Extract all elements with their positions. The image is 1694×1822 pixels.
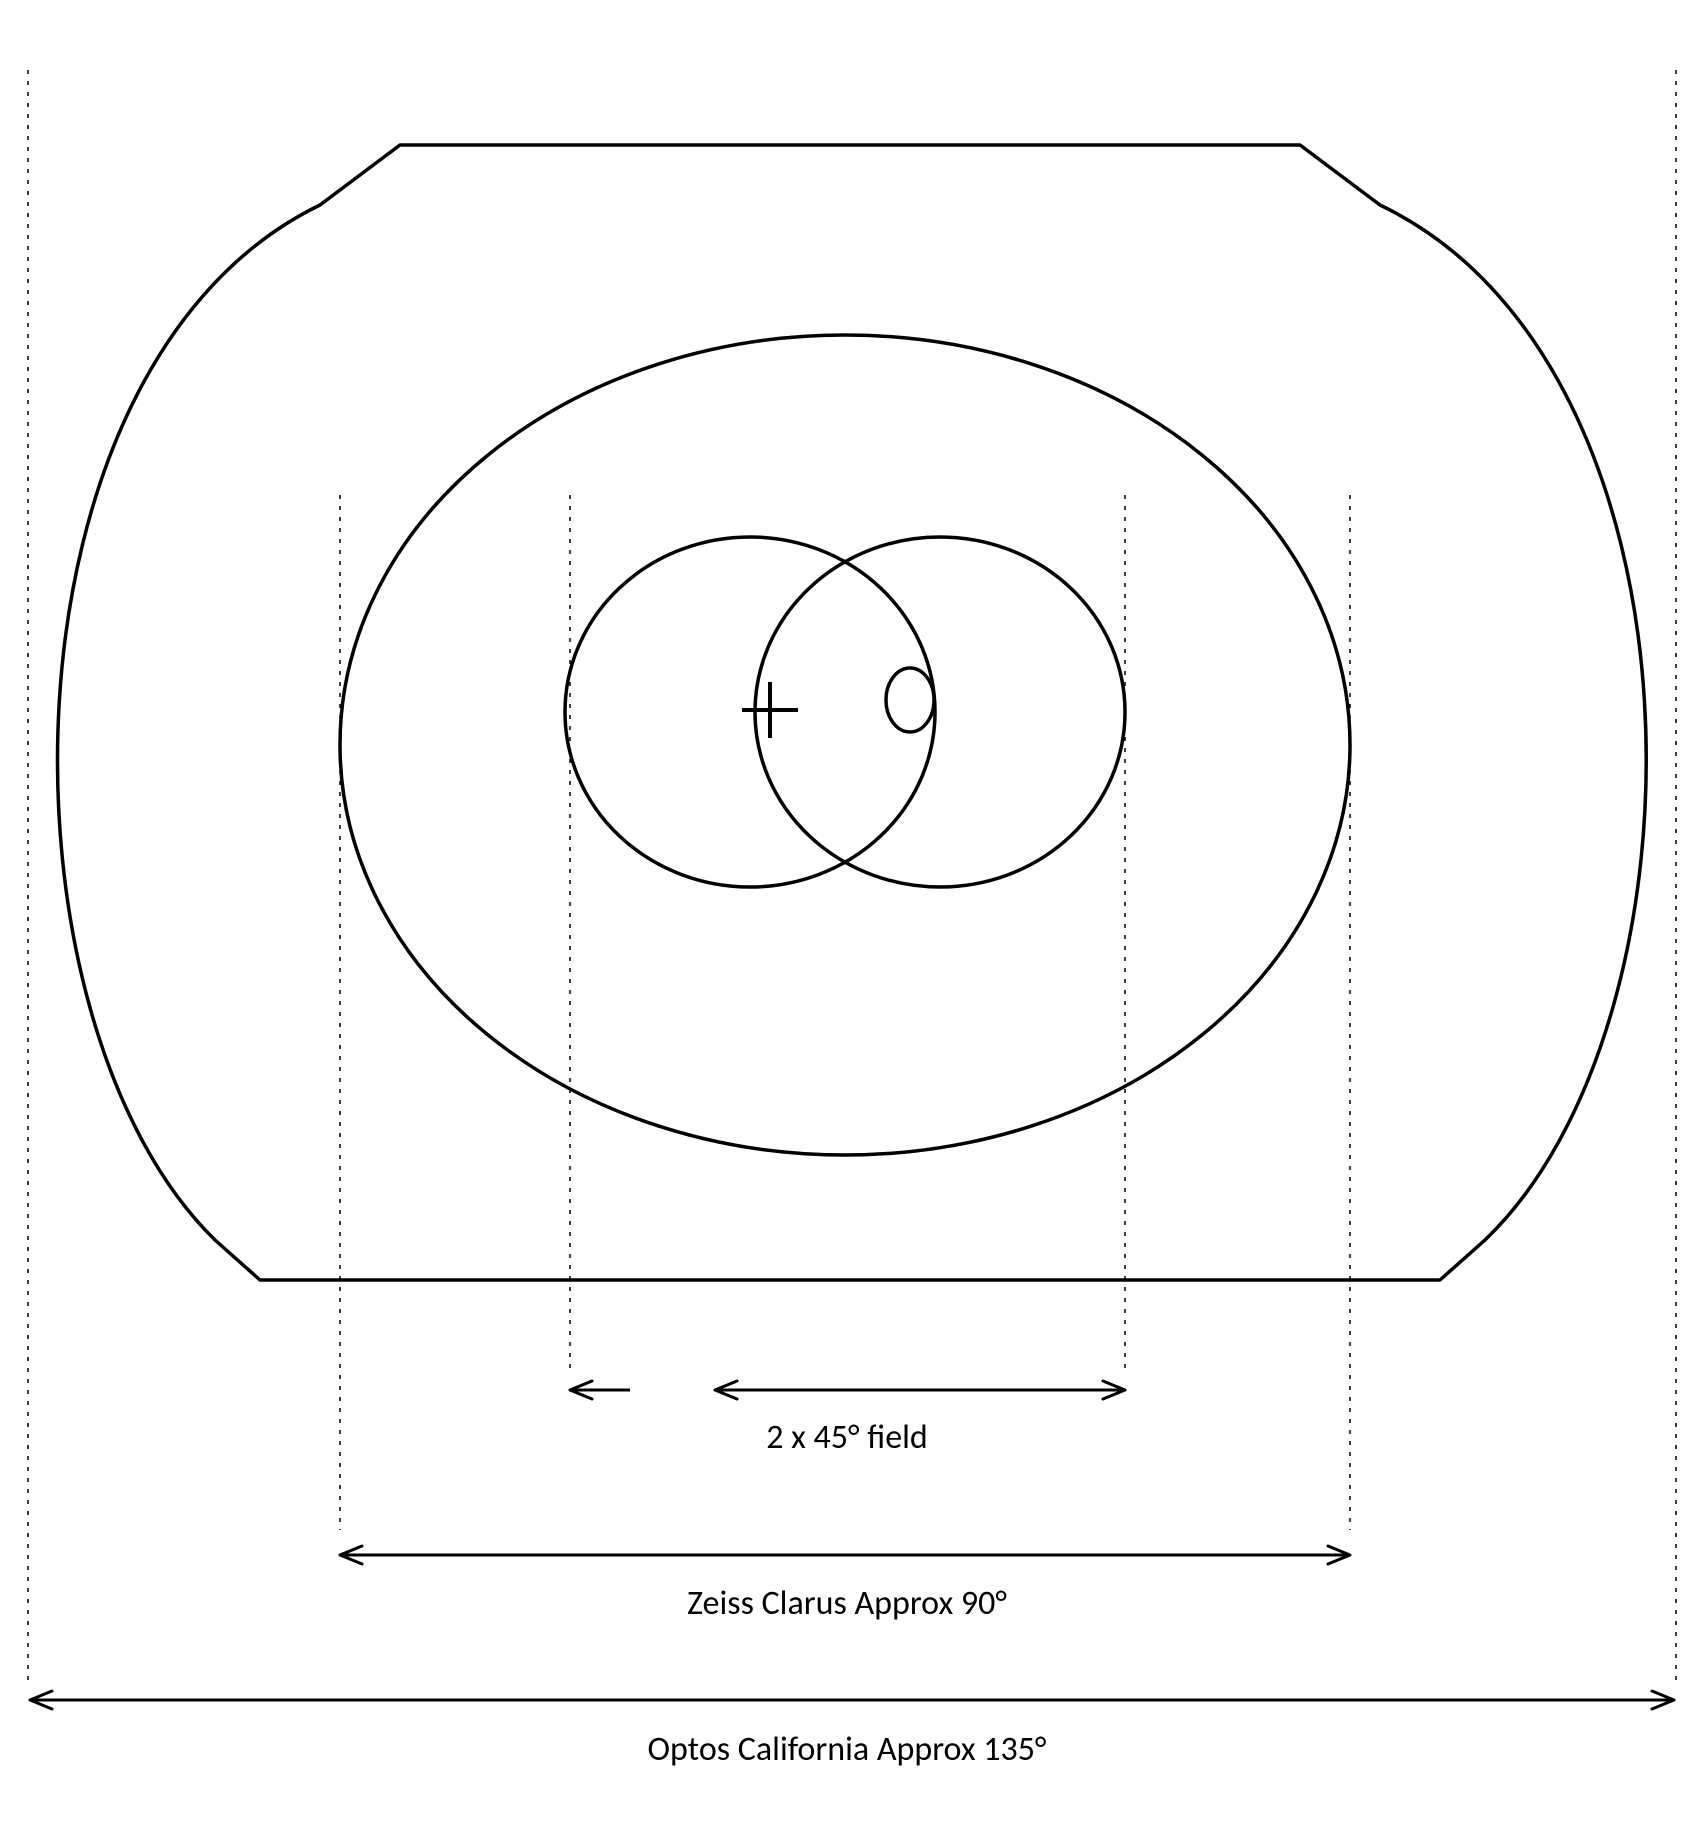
label-middle: Zeiss Clarus Approx 90° — [687, 1583, 1007, 1624]
optos-outline — [58, 145, 1647, 1280]
fovea-plus-icon — [742, 682, 798, 738]
label-outer: Optos California Approx 135° — [648, 1729, 1047, 1770]
label-inner: 2 x 45° field — [766, 1417, 928, 1458]
optic-disc — [886, 668, 934, 732]
clarus-ellipse — [340, 335, 1350, 1155]
field-circle-right — [755, 537, 1125, 887]
